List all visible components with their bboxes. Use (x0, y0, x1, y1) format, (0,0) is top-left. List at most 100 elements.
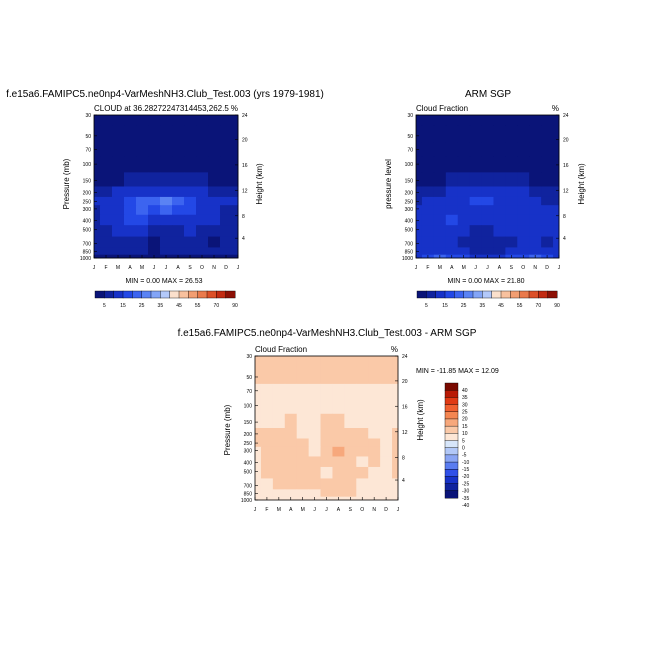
colorbar-swatch (444, 433, 459, 441)
y-tick-label: 150 (244, 420, 253, 426)
heatmap-cell (196, 186, 209, 198)
colorbar-swatch (216, 290, 227, 299)
colorbar-swatch (444, 397, 459, 405)
heatmap-cell (124, 247, 137, 256)
heatmap-cell (356, 478, 369, 490)
heatmap-cell (284, 446, 298, 457)
colorbar-swatch (416, 290, 427, 299)
heatmap-cell (260, 438, 274, 448)
heatmap-cell (529, 236, 542, 248)
x-tick-label: J (254, 507, 257, 513)
panel-obs-units: % (552, 104, 559, 113)
heatmap-cell (160, 196, 173, 206)
heatmap-cell (208, 225, 221, 237)
y2-tick-label: 16 (242, 163, 248, 169)
heatmap-cell (368, 428, 381, 439)
y2-tick-label: 12 (563, 188, 569, 194)
heatmap-cell (112, 142, 125, 158)
heatmap-cell (172, 156, 185, 173)
heatmap-cell (529, 172, 542, 187)
colorbar-swatch (510, 290, 521, 299)
x-tick-label: M (140, 265, 144, 271)
heatmap-cell (172, 186, 185, 198)
y-tick-label: 70 (85, 148, 91, 154)
heatmap-cell (392, 413, 399, 429)
heatmap-cell (232, 186, 239, 198)
colorbar-label: 15 (462, 424, 468, 430)
heatmap-cell (481, 142, 494, 158)
heatmap-cell (196, 156, 209, 173)
heatmap-cell (553, 186, 560, 198)
y2-tick-label: 4 (563, 236, 566, 242)
heatmap-cell (296, 356, 310, 367)
heatmap-cell (232, 254, 239, 259)
heatmap-cell (196, 115, 209, 126)
heatmap-cell (541, 172, 554, 187)
heatmap-cell (320, 446, 333, 457)
heatmap-cell (368, 478, 381, 490)
heatmap-cell (296, 446, 310, 457)
heatmap-cell (469, 225, 482, 237)
x-tick-label: D (384, 507, 388, 513)
heatmap-cell (260, 413, 274, 429)
heatmap-cell (368, 438, 381, 448)
heatmap-cell (517, 156, 530, 173)
heatmap-cell (433, 186, 447, 198)
panel-obs-stats: MIN = 0.00 MAX = 21.80 (447, 278, 524, 285)
heatmap-cell (380, 383, 393, 399)
colorbar-swatch (482, 290, 493, 299)
heatmap-cell (469, 247, 482, 256)
x-tick-label: M (438, 265, 442, 271)
heatmap-cell (196, 225, 209, 237)
colorbar-label: 20 (462, 417, 468, 423)
heatmap-cell (344, 398, 357, 415)
heatmap-cell (172, 225, 185, 237)
y2-tick-label: 12 (242, 188, 248, 194)
heatmap-cell (421, 125, 435, 144)
x-tick-label: A (176, 265, 180, 271)
heatmap-cell (392, 383, 399, 399)
heatmap-cell (220, 115, 233, 126)
colorbar-swatch (454, 290, 465, 299)
colorbar-label: 35 (462, 395, 468, 401)
heatmap-cell (308, 478, 321, 490)
heatmap-cell (344, 456, 357, 468)
heatmap-cell (308, 456, 321, 468)
heatmap-cell (368, 398, 381, 415)
heatmap-cell (148, 214, 161, 226)
panel-model-ylabel: Pressure (mb) (62, 158, 71, 209)
colorbar-swatch (206, 290, 217, 299)
heatmap-cell (332, 428, 345, 439)
heatmap-cell (220, 236, 233, 248)
heatmap-cell (308, 383, 321, 399)
heatmap-cell (232, 125, 239, 144)
heatmap-cell (457, 186, 471, 198)
heatmap-cell (320, 413, 333, 429)
x-tick-label: M (301, 507, 305, 513)
panel-diff-title: f.e15a6.FAMIPC5.ne0np4-VarMeshNH3.Club_T… (178, 328, 477, 339)
heatmap-cell (172, 125, 185, 144)
heatmap-cell (344, 489, 357, 498)
heatmap-cell (529, 186, 542, 198)
colorbar-label: 40 (462, 388, 468, 394)
heatmap-cell (296, 489, 310, 498)
colorbar-label: 5 (462, 438, 465, 444)
colorbar-swatch (444, 483, 459, 492)
heatmap-cell (332, 466, 345, 479)
panel-diff: f.e15a6.FAMIPC5.ne0np4-VarMeshNH3.Club_T… (178, 328, 499, 513)
colorbar-label: -30 (462, 489, 469, 495)
heatmap-cell (356, 466, 369, 479)
heatmap-cell (196, 172, 209, 187)
heatmap-cell (136, 196, 149, 206)
heatmap-cell (255, 478, 262, 490)
colorbar-swatch (444, 469, 459, 477)
x-tick-label: D (545, 265, 549, 271)
heatmap-cell (232, 247, 239, 256)
heatmap-cell (493, 196, 506, 206)
heatmap-cell (553, 214, 560, 226)
heatmap-cell (421, 196, 435, 206)
heatmap-cell (284, 438, 298, 448)
x-tick-label: S (349, 507, 353, 513)
y-tick-label: 400 (405, 219, 414, 225)
